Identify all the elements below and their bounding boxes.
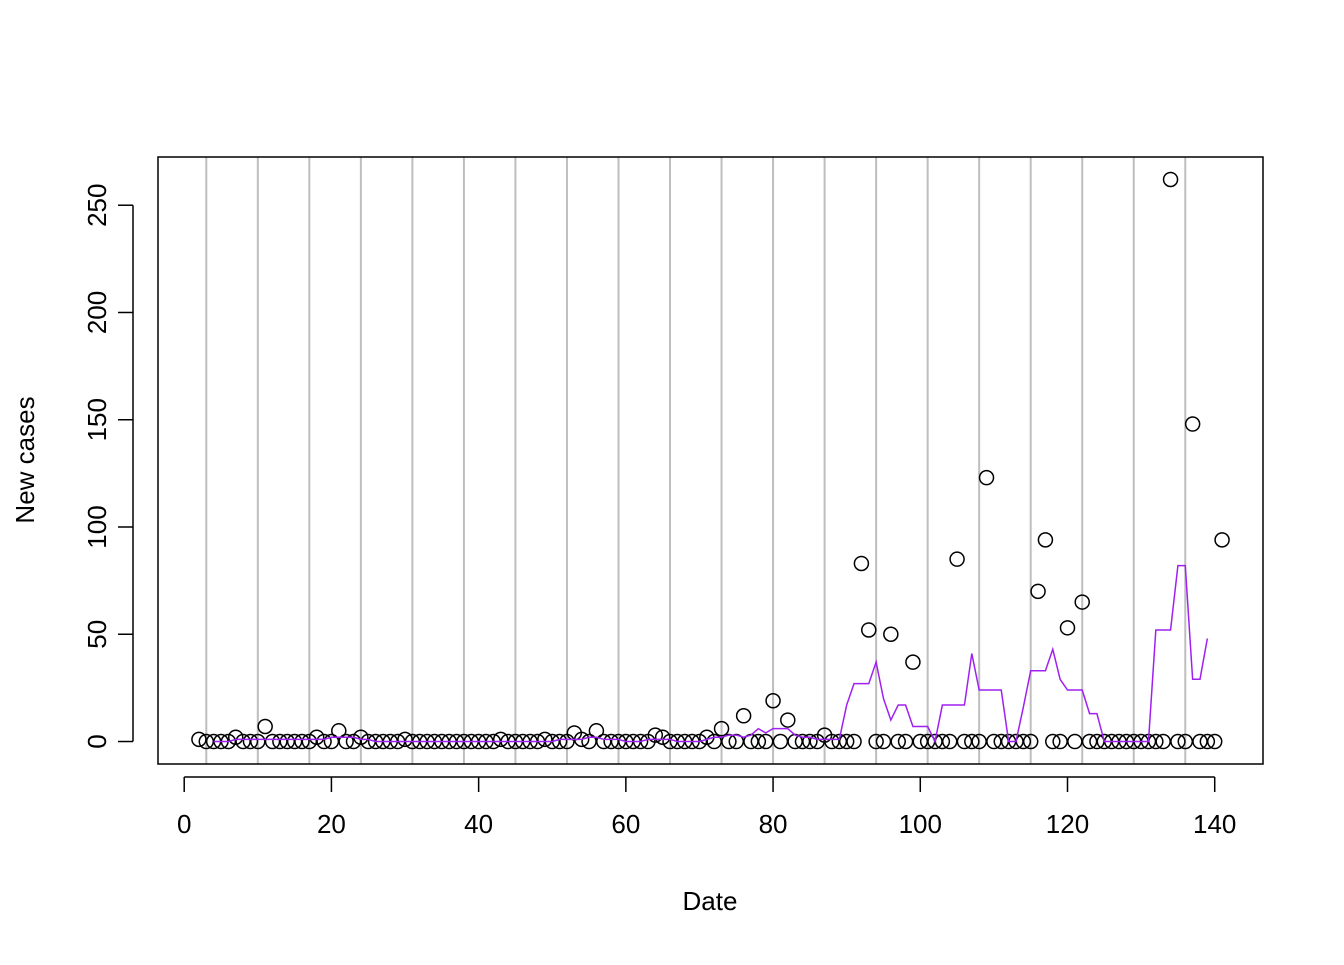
data-point [772,733,789,750]
data-point [978,469,995,486]
data-point [537,731,553,748]
x-tick-label: 140 [1193,809,1236,839]
y-axis-label: New cases [10,396,40,523]
data-point [883,626,899,643]
data-point [780,712,796,728]
x-tick-label: 60 [611,809,640,839]
data-point [1030,583,1046,600]
data-point [1022,733,1039,750]
line [213,564,1209,744]
data-point [949,551,965,567]
y-tick-label: 150 [82,398,112,441]
data-point [713,720,730,737]
data-point [765,693,781,709]
y-tick-label: 0 [82,734,112,748]
y-tick-label: 250 [82,184,112,227]
data-point [338,733,354,750]
data-point [868,733,884,750]
data-point [191,731,207,748]
data-point [802,733,818,750]
x-tick-label: 120 [1046,809,1089,839]
data-point [316,733,332,750]
data-point [846,733,862,750]
data-point [890,733,906,750]
data-point [1045,733,1061,750]
data-point [905,654,921,670]
data-point [838,733,855,750]
plot-frame [157,156,1264,765]
data-point [308,729,325,745]
data-point [1074,594,1090,610]
data-point [1059,620,1076,636]
data-point [750,733,767,750]
data-point [735,708,752,724]
data-point [294,733,310,750]
data-point [1184,416,1201,432]
x-tick-label: 0 [177,809,191,839]
y-tick-label: 200 [82,291,112,334]
data-point [397,731,413,748]
y-tick-label: 50 [82,620,112,649]
data-point [1037,532,1054,548]
x-axis-label: Date [683,886,738,916]
x-tick-label: 40 [464,809,493,839]
data-point [257,718,273,735]
data-point [964,733,980,750]
x-tick-label: 80 [759,809,788,839]
x-tick-label: 20 [317,809,346,839]
y-tick-label: 100 [82,505,112,548]
data-point [1067,733,1083,750]
data-point [647,727,664,743]
data-point [1162,171,1179,188]
data-point [1214,532,1230,548]
data-point [492,731,509,748]
data-point [853,555,870,572]
data-point [654,729,671,745]
x-tick-label: 100 [899,809,942,839]
data-point [227,729,244,745]
data-point [1170,733,1186,750]
data-point [861,622,877,638]
data-point [1199,733,1216,750]
data-point [1206,733,1223,750]
data-point [242,733,259,750]
